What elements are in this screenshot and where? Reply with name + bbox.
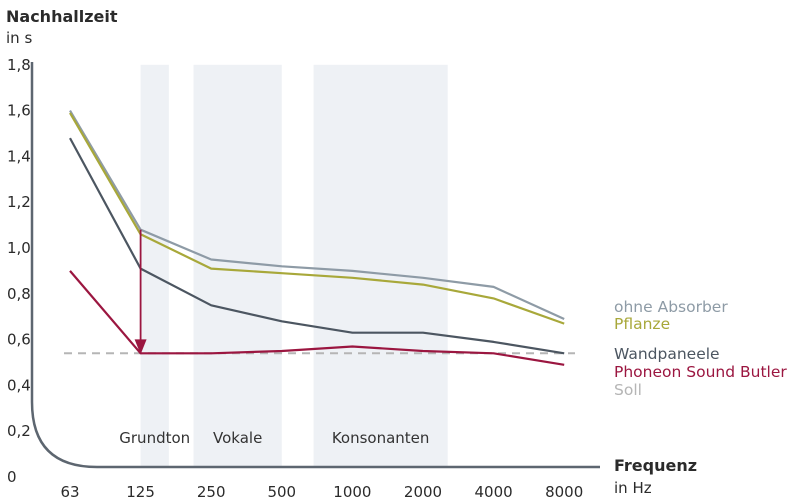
- band-label-vokale: Vokale: [213, 429, 262, 447]
- x-tick-label: 250: [197, 483, 226, 500]
- y-axis: Nachhallzeit in s 0 0,2 0,4 0,6 0,8 1,0 1,2 1,4…: [6, 7, 118, 486]
- x-tick-label: 1000: [333, 483, 371, 500]
- y-tick-label: 1,4: [7, 147, 31, 165]
- band-label-grundton: Grundton: [119, 429, 190, 447]
- x-axis: Frequenz in Hz 63 125 250 500 1000 2000 4000 80…: [60, 456, 697, 500]
- x-tick-label: 63: [60, 483, 79, 500]
- y-axis-unit: in s: [6, 29, 32, 47]
- axis-line: [30, 62, 600, 469]
- arrow-head: [134, 339, 147, 355]
- x-tick-label: 500: [267, 483, 296, 500]
- y-tick-label: 1,2: [7, 193, 31, 211]
- y-tick-label: 1,0: [7, 239, 31, 257]
- x-tick-label: 125: [126, 483, 155, 500]
- y-axis-title: Nachhallzeit: [6, 7, 118, 26]
- y-tick-label: 0,6: [7, 331, 31, 349]
- frequency-bands: Grundton Vokale Konsonanten: [119, 64, 448, 468]
- arrow-annotation: [134, 229, 147, 355]
- legend-entry-soll: Soll: [614, 381, 642, 399]
- series-lines: [64, 110, 575, 366]
- series-line-wandpaneele: [69, 137, 565, 355]
- y-tick-label: 1,6: [7, 102, 31, 120]
- y-tick-label: 1,8: [7, 56, 31, 74]
- x-tick-label: 8000: [545, 483, 583, 500]
- legend-entry-wandpaneele: Wandpaneele: [614, 345, 720, 363]
- band-label-konsonanten: Konsonanten: [332, 429, 430, 447]
- y-tick-label: 0,2: [7, 422, 31, 440]
- x-axis-unit: in Hz: [614, 479, 652, 497]
- series-line-pflanze: [69, 112, 565, 325]
- band-konsonanten: [313, 64, 448, 468]
- y-tick-label: 0: [7, 468, 17, 486]
- legend-entry-pflanze: Pflanze: [614, 315, 670, 333]
- x-tick-label: 4000: [475, 483, 513, 500]
- y-tick-label: 0,8: [7, 285, 31, 303]
- x-tick-label: 2000: [404, 483, 442, 500]
- legend-entry-ohne-absorber: ohne Absorber: [614, 298, 728, 316]
- x-axis-title: Frequenz: [614, 456, 697, 475]
- series-line-ohne-absorber: [69, 110, 565, 321]
- band-grundton: [140, 64, 169, 468]
- y-tick-label: 0,4: [7, 376, 31, 394]
- series-line-phoneon-sound-butler: [69, 270, 565, 366]
- legend-entry-phoneon-sound-butler: Phoneon Sound Butler: [614, 363, 787, 381]
